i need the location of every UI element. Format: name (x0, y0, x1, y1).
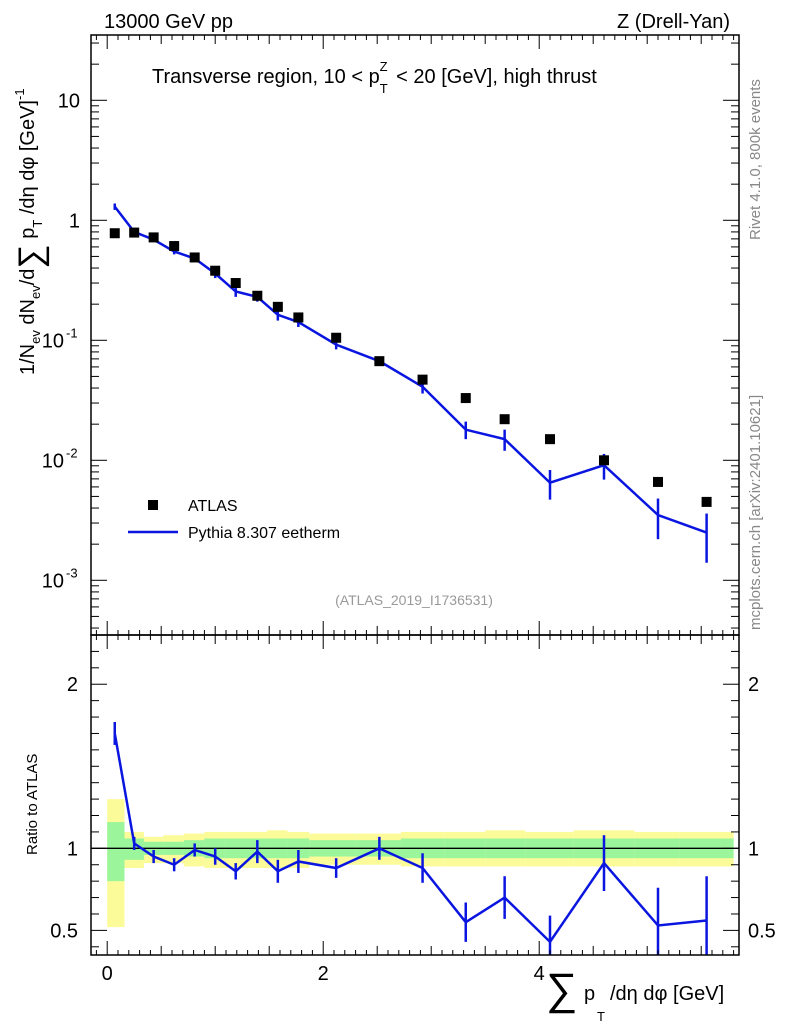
x-tick-label: 4 (534, 963, 545, 985)
atlas-point (499, 414, 510, 425)
x-tick-label: 0 (102, 963, 113, 985)
main-title: Transverse region, 10 < pTZ < 20 [GeV], … (152, 59, 597, 96)
atlas-point (272, 301, 283, 312)
legend-marker-atlas (148, 500, 158, 510)
main-plot (109, 203, 712, 563)
atlas-point (331, 332, 342, 343)
atlas-point (293, 312, 304, 323)
legend-label-atlas: ATLAS (188, 498, 238, 515)
y-tick-label: 10 (42, 330, 64, 352)
xlabel: ∑ p T /dη dφ [GeV] (546, 965, 724, 1024)
svg-text:p: p (584, 983, 595, 1005)
x-tick-label: 2 (318, 963, 329, 985)
atlas-point (701, 496, 712, 507)
atlas-point (148, 232, 159, 243)
legend: ATLAS Pythia 8.307 eetherm (128, 498, 340, 542)
rivet-label: Rivet 4.1.0, 800k events (747, 79, 764, 240)
ratio-y-tick-label-right: 0.5 (748, 920, 776, 942)
ratio-y-tick-label-right: 2 (748, 674, 759, 696)
atlas-point (169, 241, 180, 252)
atlas-point (109, 228, 120, 239)
ratio-plot (91, 721, 739, 955)
ratio-ylabel: Ratio to ATLAS (24, 754, 41, 855)
atlas-point (374, 356, 385, 367)
mcplots-label: mcplots.cern.ch [arXiv:2401.10621] (747, 395, 764, 630)
atlas-point (210, 265, 221, 276)
y-tick-label: 1 (69, 210, 80, 232)
y-tick-label: 10 (42, 450, 64, 472)
atlas-point (252, 290, 263, 301)
main-frame (90, 34, 740, 636)
header-left: 13000 GeV pp (104, 11, 233, 33)
legend-label-pythia: Pythia 8.307 eetherm (188, 525, 340, 542)
ratio-y-tick-label: 0.5 (50, 920, 78, 942)
atlas-point (189, 252, 200, 263)
svg-text:/dη dφ [GeV]: /dη dφ [GeV] (610, 983, 724, 1005)
atlas-point (599, 455, 609, 466)
ratio-frame (90, 634, 740, 956)
y-tick-label: 10 (42, 570, 64, 592)
y-tick-exponent: -3 (66, 565, 78, 580)
pythia-line (113, 205, 708, 534)
atlas-point (129, 227, 140, 238)
svg-text:T: T (597, 1009, 605, 1024)
atlas-point (460, 393, 471, 404)
y-tick-exponent: -1 (66, 325, 78, 340)
header-right: Z (Drell-Yan) (617, 11, 730, 33)
analysis-id: (ATLAS_2019_I1736531) (335, 592, 493, 608)
atlas-point (230, 278, 241, 289)
atlas-point (653, 476, 663, 487)
atlas-point (545, 434, 555, 445)
y-tick-label: 10 (58, 90, 80, 112)
ratio-band-inner (107, 822, 125, 882)
atlas-point (417, 374, 428, 385)
ratio-y-tick-label-right: 1 (748, 838, 759, 860)
svg-text:∑: ∑ (546, 965, 577, 1014)
ratio-y-tick-label: 2 (67, 674, 78, 696)
ratio-y-tick-label: 1 (67, 838, 78, 860)
y-tick-exponent: -2 (66, 445, 78, 460)
